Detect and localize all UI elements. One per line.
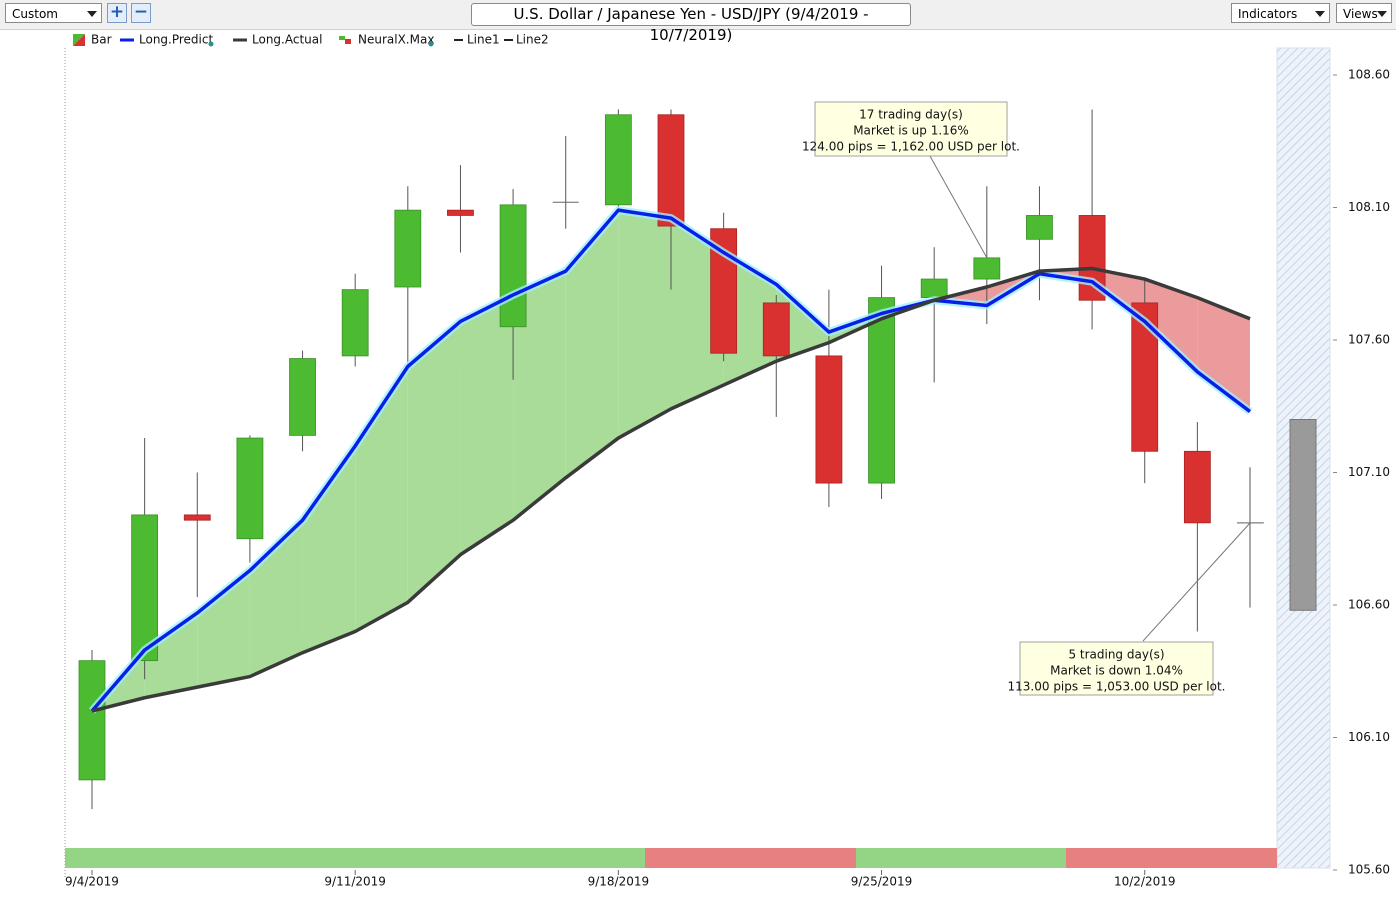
spread-area [144,612,198,698]
candle-body [1026,215,1053,240]
spread-area [407,321,461,603]
callout-text: 124.00 pips = 1,162.00 USD per lot. [802,140,1020,154]
candle-body [762,302,790,357]
y-tick-label: 107.60 [1348,333,1390,347]
candle-body [499,204,527,328]
x-tick-label: 10/2/2019 [1114,875,1176,889]
y-tick-label: 106.60 [1348,598,1390,612]
x-tick-label: 9/4/2019 [65,875,119,889]
candle-body [394,209,422,288]
indicators-select[interactable]: Indicators [1231,3,1330,23]
callout-text: Market is down 1.04% [1050,664,1183,678]
y-tick-label: 108.10 [1348,200,1390,214]
candle-body [657,114,685,227]
x-tick-label: 9/11/2019 [324,875,386,889]
signal-band [856,848,1066,868]
y-tick-label: 108.60 [1348,68,1390,82]
legend-dot [428,41,434,47]
y-tick-label: 107.10 [1348,465,1390,479]
y-tick-label: 105.60 [1348,863,1390,877]
callout-pointer [929,155,988,259]
spread-area [513,271,566,521]
candle-body [447,209,474,216]
spread-area [618,210,671,439]
candle-body [131,514,159,662]
legend: Bar Long.Predict Long.Actual NeuralX.Max Lin… [73,33,549,47]
candle-body [341,289,369,357]
signal-band [65,848,645,868]
callout-text: 17 trading day(s) [859,108,963,122]
legend-label: Line1 [467,33,500,47]
candle-body [815,355,843,484]
callout-pointer [1142,522,1251,642]
spread-area [302,446,356,653]
callout-text: 5 trading day(s) [1068,648,1164,662]
legend-label: Long.Actual [252,33,322,47]
candle-body [973,257,1001,280]
spread-area [565,210,619,478]
spread-area [197,570,250,688]
callout-box [1019,641,1214,696]
callout-text: Market is up 1.16% [853,124,969,138]
candle-body [920,278,948,299]
signal-band [645,848,856,868]
forecast-range [1289,419,1317,611]
callout-text: 113.00 pips = 1,053.00 USD per lot. [1008,680,1226,694]
candle-body [183,514,211,521]
legend-dot [208,41,214,47]
spread-area [1144,279,1198,372]
candle-body [868,297,895,484]
zoom-in-button[interactable]: + [107,3,127,23]
legend-label: Bar [91,33,112,47]
zoom-out-button[interactable]: − [131,3,151,23]
series-line [90,208,1252,713]
x-tick-label: 9/18/2019 [588,875,650,889]
views-select[interactable]: Views [1336,3,1392,23]
toolbar: Custom + − U.S. Dollar / Japanese Yen - … [0,0,1396,44]
signal-strip [65,848,1277,868]
legend-label: NeuralX.Max [358,33,434,47]
legend-icon [73,34,85,46]
chart-title: U.S. Dollar / Japanese Yen - USD/JPY (9/… [471,3,911,44]
legend-label: Line2 [516,33,549,47]
spread-area [1197,297,1250,412]
spread-area [460,294,514,555]
candle-body [604,114,632,206]
preset-select[interactable]: Custom [5,3,102,23]
legend-label: Long.Predict [139,33,213,47]
legend-icon [339,36,345,40]
series-line [91,266,1251,713]
candle-body [1183,450,1211,524]
candle-body [236,437,264,540]
candle-body [289,358,316,436]
signal-band [1066,848,1277,868]
candle-body [78,660,106,781]
y-tick-label: 106.10 [1348,730,1390,744]
x-tick-label: 9/25/2019 [851,875,913,889]
chart: 105.60 106.10 106.60 107.10 107.60 108.10 108.… [64,33,1390,889]
callout-box [814,101,1008,157]
legend-icon [345,39,351,44]
